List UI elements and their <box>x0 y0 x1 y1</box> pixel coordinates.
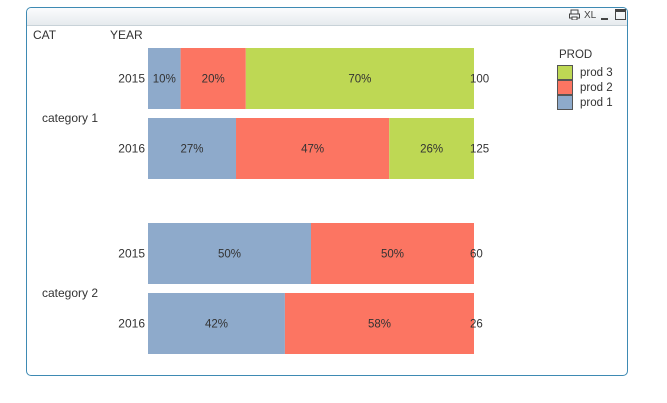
segment-label: 42% <box>205 319 228 331</box>
legend-swatch[interactable] <box>557 80 573 95</box>
cat-header: CAT <box>33 28 57 42</box>
bar-segment[interactable] <box>389 118 474 179</box>
bar-segment[interactable] <box>284 293 474 354</box>
year-label: 2016 <box>118 142 145 156</box>
bar-segment[interactable] <box>236 118 390 179</box>
total-label: 125 <box>470 144 489 156</box>
bar-segment[interactable] <box>245 48 474 109</box>
maximize-icon[interactable] <box>615 9 626 23</box>
bar-segment[interactable] <box>180 48 246 109</box>
print-icon[interactable] <box>569 9 580 23</box>
legend-title: PROD <box>559 49 592 61</box>
bar-segment[interactable] <box>148 293 285 354</box>
year-label: 2015 <box>118 247 145 261</box>
plot-area: category 1 2015 10% 20% 70% 100 2016 27% 47% 26% 1… <box>42 48 489 354</box>
total-label: 100 <box>470 74 489 86</box>
excel-export-icon[interactable]: XL <box>584 10 597 21</box>
segment-label: 26% <box>420 144 443 156</box>
total-label: 60 <box>470 249 483 261</box>
bar-segment[interactable] <box>148 48 181 109</box>
legend-entry[interactable]: prod 2 <box>580 82 613 94</box>
window-titlebar: XL <box>27 8 627 26</box>
legend-entry[interactable]: prod 3 <box>580 67 613 79</box>
segment-label: 20% <box>202 74 225 86</box>
segment-label: 10% <box>153 74 176 86</box>
legend[interactable]: PROD prod 3 prod 2 prod 1 <box>557 49 613 110</box>
category-group: category 1 2015 10% 20% 70% 100 2016 27% 47% 26% 1… <box>42 48 489 179</box>
year-header: YEAR <box>110 28 143 42</box>
segment-label: 50% <box>218 249 241 261</box>
legend-entry[interactable]: prod 1 <box>580 97 613 109</box>
bar-segment[interactable] <box>148 223 311 284</box>
segment-label: 58% <box>368 319 391 331</box>
segment-label: 70% <box>348 74 371 86</box>
total-label: 26 <box>470 319 483 331</box>
category-label: category 1 <box>42 111 98 125</box>
year-label: 2015 <box>118 72 145 86</box>
segment-label: 50% <box>381 249 404 261</box>
legend-swatch[interactable] <box>557 95 573 110</box>
category-group: category 2 2015 50% 50% 60 2016 42% 58% 26 <box>42 223 483 354</box>
year-label: 2016 <box>118 317 145 331</box>
bar-segment[interactable] <box>148 118 237 179</box>
bar-segment[interactable] <box>311 223 474 284</box>
segment-label: 47% <box>301 144 324 156</box>
category-label: category 2 <box>42 286 98 300</box>
minimize-icon[interactable] <box>600 9 610 23</box>
segment-label: 27% <box>180 144 203 156</box>
legend-swatch[interactable] <box>557 65 573 80</box>
